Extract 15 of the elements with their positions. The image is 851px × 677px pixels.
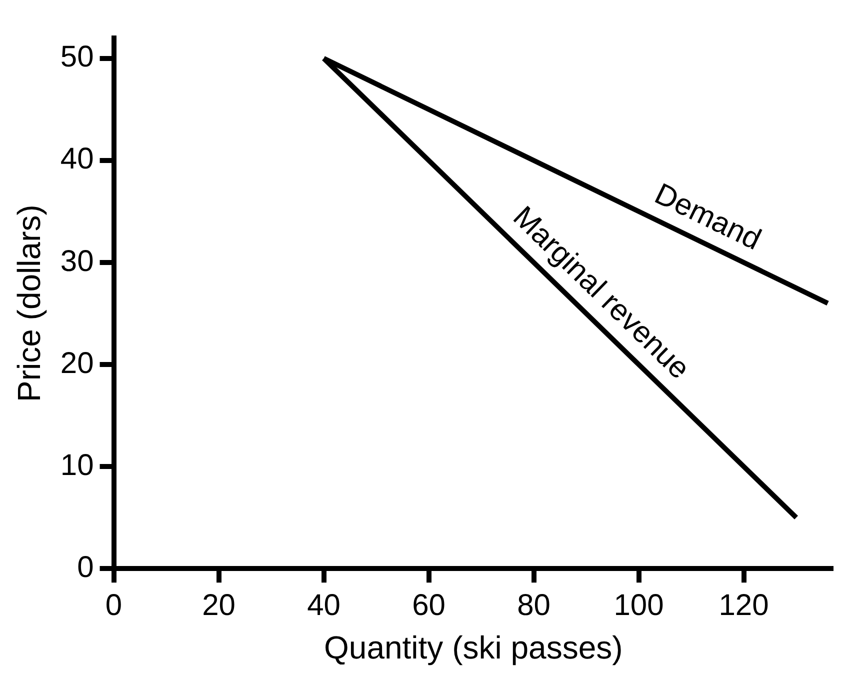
- x-axis-title: Quantity (ski passes): [324, 630, 623, 666]
- x-tick-label: 40: [307, 588, 340, 622]
- y-tick-label: 10: [60, 448, 94, 482]
- y-tick-label: 20: [60, 346, 94, 380]
- y-tick-label: 0: [77, 550, 94, 584]
- x-tick-label: 120: [718, 588, 769, 622]
- y-axis-title: Price (dollars): [11, 204, 48, 402]
- x-tick-label: 80: [517, 588, 550, 622]
- x-tick-label: 0: [105, 588, 122, 622]
- x-tick-label: 60: [412, 588, 446, 622]
- y-tick-label: 40: [60, 142, 94, 176]
- x-tick-label: 100: [614, 588, 664, 622]
- y-tick-label: 50: [60, 40, 94, 74]
- y-tick-label: 30: [60, 244, 94, 278]
- x-tick-label: 20: [202, 588, 236, 622]
